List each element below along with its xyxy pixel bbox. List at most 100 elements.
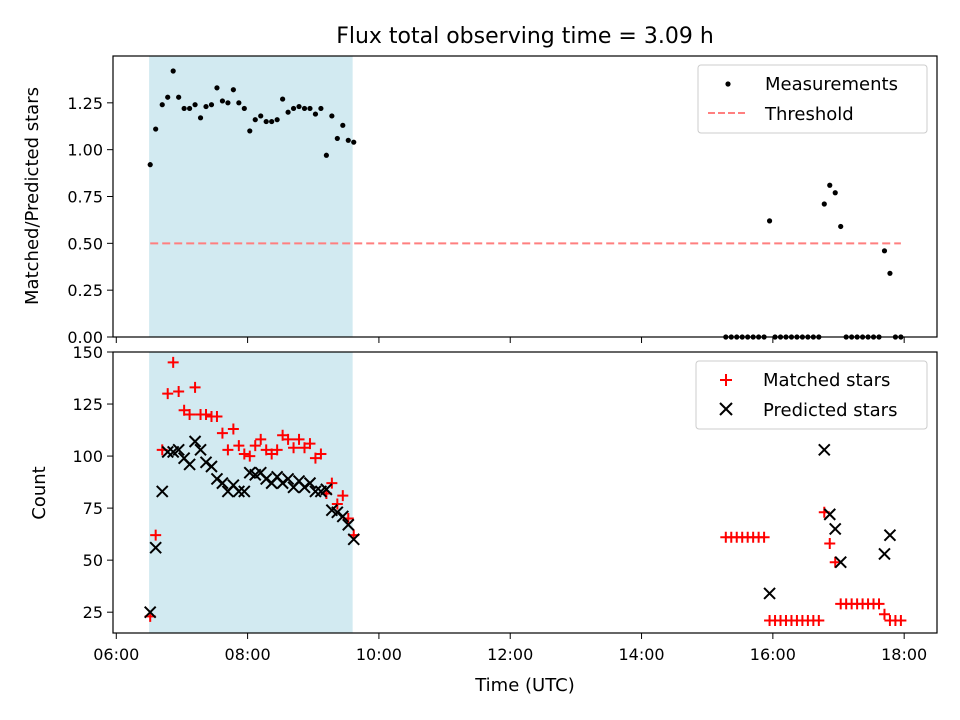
y-tick-label: 100 <box>72 447 103 466</box>
predicted-stars-point <box>883 528 897 542</box>
predicted-stars-point <box>161 445 174 459</box>
measurements-point <box>159 102 165 108</box>
measurements-point <box>766 218 773 224</box>
x-tick-label: 16:00 <box>750 645 796 664</box>
observing-window-span <box>149 56 353 337</box>
matched-stars-point <box>878 608 890 620</box>
predicted-stars-point <box>281 472 295 486</box>
measurements-point <box>165 94 171 100</box>
measurements-point <box>301 105 308 112</box>
measurements-point <box>290 105 297 112</box>
measurements-point <box>258 113 264 119</box>
predicted-stars-point <box>823 508 836 521</box>
matched-stars-point <box>304 438 316 450</box>
x-tick-label: 06:00 <box>93 645 139 664</box>
y-tick-label: 75 <box>83 499 103 518</box>
matched-stars-point <box>222 444 234 456</box>
predicted-stars-point <box>342 518 355 531</box>
measurements-point <box>296 103 302 110</box>
measurements-point <box>147 162 153 168</box>
measurements-point <box>340 122 346 128</box>
predicted-stars-point <box>336 510 350 523</box>
predicted-stars-legend-label: Predicted stars <box>763 400 897 421</box>
measurements-point <box>285 109 291 115</box>
x-tick-label: 18:00 <box>881 645 927 664</box>
measurements-point <box>334 135 340 142</box>
predicted-stars-point <box>309 485 322 498</box>
x-tick-label: 08:00 <box>225 645 271 664</box>
y-tick-label: 50 <box>83 551 103 570</box>
measurements-point <box>887 270 893 276</box>
measurements-point <box>318 105 324 112</box>
matched-stars-point <box>150 529 162 541</box>
measurements-point <box>345 137 351 143</box>
measurements-legend-label: Measurements <box>765 74 898 95</box>
predicted-stars-point <box>143 605 157 619</box>
measurements-legend-marker <box>725 81 731 87</box>
predicted-stars-point <box>829 522 842 536</box>
measurements-point <box>269 118 275 125</box>
matched-stars-point <box>189 381 201 393</box>
matched-stars-point <box>326 477 338 489</box>
measurements-point <box>351 139 357 145</box>
ratio-y-axis-label: Matched/Predicted stars <box>22 87 43 305</box>
count-legend-box <box>695 360 928 430</box>
measurements-point <box>187 105 193 112</box>
predicted-stars-point <box>183 458 196 471</box>
y-tick-label: 0.25 <box>67 281 103 300</box>
y-tick-label: 125 <box>72 395 103 414</box>
predicted-stars-point <box>320 483 333 496</box>
x-tick-label: 14:00 <box>618 645 664 664</box>
x-tick-label: 10:00 <box>356 645 402 664</box>
predicted-stars-point <box>347 533 360 546</box>
measurements-point <box>821 201 827 207</box>
matched-stars-point <box>895 615 907 627</box>
measurements-point <box>323 152 329 158</box>
measurements-point <box>832 190 838 196</box>
matched-stars-point <box>813 615 825 627</box>
matched-stars-legend-marker <box>720 374 732 386</box>
predicted-stars-point <box>834 556 847 569</box>
measurements-point <box>307 105 313 112</box>
ratio-y-axis: 0.00 0.25 0.50 0.75 1.00 1.25 <box>67 94 113 347</box>
measurements-point <box>280 96 286 102</box>
measurements-point <box>881 248 888 254</box>
predicted-stars-point <box>763 587 776 600</box>
measurements-point <box>208 102 215 108</box>
measurements-point <box>181 105 187 112</box>
matched-stars-point <box>873 598 885 610</box>
predicted-stars-point <box>205 460 218 473</box>
ratio-panel: 0.00 0.25 0.50 0.75 1.00 1.25 Matched/Predict… <box>22 55 938 347</box>
measurements-point <box>230 87 236 93</box>
measurements-point <box>225 100 231 106</box>
matched-stars-point <box>238 448 250 460</box>
matched-stars-point <box>249 440 261 452</box>
count-y-axis: 25 50 75 100 125 150 <box>72 343 113 622</box>
matched-stars-point <box>200 408 212 420</box>
predicted-stars-point <box>172 443 185 457</box>
measurements-point <box>263 118 269 125</box>
measurements-point <box>247 128 253 134</box>
y-tick-label: 25 <box>83 603 103 622</box>
matched-stars-point <box>167 356 179 368</box>
measurements-point <box>214 85 220 91</box>
x-tick-label: 12:00 <box>487 645 533 664</box>
matched-stars-legend-label: Matched stars <box>763 370 890 391</box>
predicted-stars-point <box>878 547 891 561</box>
matched-stars-point <box>271 444 283 456</box>
matched-stars-point <box>315 448 327 460</box>
matched-stars-point <box>331 498 343 510</box>
measurements-point <box>252 117 258 123</box>
measurements-point <box>197 115 204 121</box>
matched-stars-point <box>162 388 174 400</box>
matched-stars-point <box>227 423 239 435</box>
matched-stars-point <box>244 450 256 462</box>
y-tick-label: 1.00 <box>67 141 103 160</box>
count-plot-frame <box>112 351 938 634</box>
predicted-stars-point <box>149 541 162 554</box>
matched-stars-point <box>829 556 841 568</box>
y-tick-label: 150 <box>72 343 103 362</box>
y-tick-label: 0.50 <box>67 234 103 253</box>
matched-stars-point <box>824 537 836 549</box>
ratio-legend-box <box>697 64 928 134</box>
